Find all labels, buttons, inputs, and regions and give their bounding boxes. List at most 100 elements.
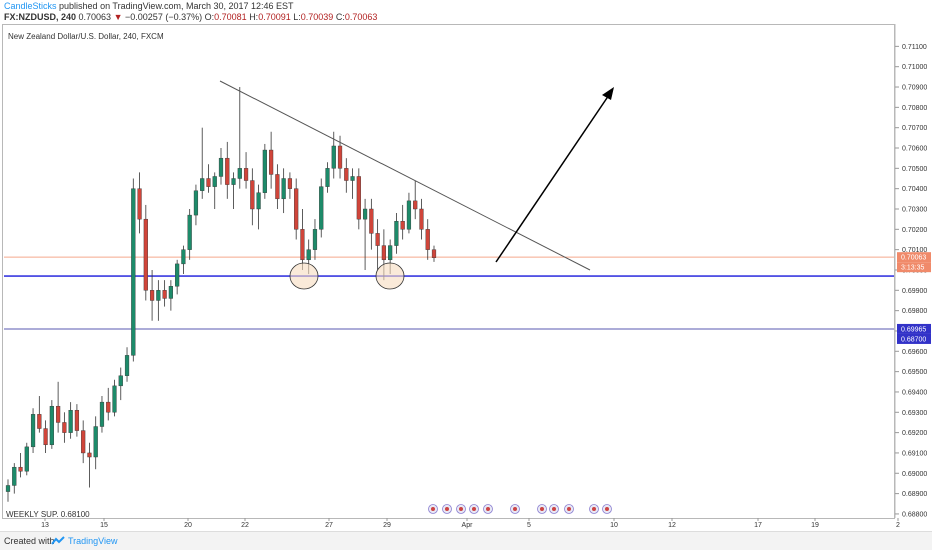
candle-body <box>137 188 142 220</box>
candle-body <box>156 290 161 301</box>
candle-body <box>56 405 61 423</box>
price-tag-label: 3:13:35 <box>901 265 924 272</box>
candle-body <box>350 176 355 181</box>
candle-body <box>237 168 242 179</box>
y-tick-label: 0.69300 <box>902 410 927 417</box>
candle-body <box>294 188 299 230</box>
y-tick-label: 0.70600 <box>902 146 927 153</box>
created-with-text: Created with <box>4 536 55 546</box>
candle-body <box>287 178 293 189</box>
symbol-label: FX:NZDUSD, 240 <box>4 12 77 22</box>
x-tick-label: 15 <box>100 522 108 529</box>
x-tick-label: 19 <box>811 522 819 529</box>
candle-body <box>425 229 430 250</box>
low-value: 0.70039 <box>300 12 334 22</box>
candle-body <box>30 414 36 448</box>
y-tick-label: 0.70400 <box>902 186 927 193</box>
event-flag-icon <box>431 507 435 511</box>
y-tick-label: 0.70800 <box>902 105 927 112</box>
last-price: 0.70063 <box>78 12 112 22</box>
event-flag-icon <box>605 507 609 511</box>
change-arrow-icon: ▼ <box>113 12 123 22</box>
candle-body <box>93 426 98 458</box>
candle-body <box>406 200 412 230</box>
candle-body <box>325 168 330 187</box>
x-tick-label: 20 <box>184 522 192 529</box>
candle-body <box>106 401 111 413</box>
support-touch-circle <box>289 262 319 290</box>
candle-body <box>124 355 130 376</box>
candle-body <box>162 290 167 299</box>
candle-body <box>419 208 424 230</box>
breakout-arrow-line <box>495 91 612 263</box>
candle-body <box>431 249 437 258</box>
candle-body <box>74 410 80 431</box>
candle-body <box>200 178 205 191</box>
candle-body <box>206 178 211 187</box>
x-tick-label: 5 <box>527 522 531 529</box>
open-value: 0.70081 <box>214 12 247 22</box>
candle-body <box>331 145 336 169</box>
x-tick-label: 17 <box>754 522 762 529</box>
x-tick-label: 2 <box>896 522 900 529</box>
candlestick-chart[interactable]: 0.71100 0.71000 0.70900 0.70800 0.70700 0.706… <box>0 0 932 531</box>
y-tick-label: 0.71000 <box>902 64 927 71</box>
candle-body <box>187 214 192 250</box>
support-touch-circle <box>375 262 405 290</box>
open-label: O: <box>204 12 215 22</box>
y-tick-label: 0.69000 <box>902 471 927 478</box>
chart-title: New Zealand Dollar/U.S. Dollar, 240, FXC… <box>8 32 164 41</box>
candle-body <box>319 186 324 230</box>
candle-body <box>394 220 399 246</box>
candle-body <box>312 229 318 250</box>
x-tick-label: 13 <box>41 522 49 529</box>
candle-body <box>413 200 418 210</box>
weekly-support-label: WEEKLY SUP. 0.68100 <box>6 510 90 519</box>
candle-body <box>256 192 261 210</box>
price-tag-label: 0.69965 <box>901 326 926 333</box>
y-tick-label: 0.69500 <box>902 369 927 376</box>
candle-body <box>362 208 368 220</box>
price-tag-label: 0.68700 <box>901 336 926 343</box>
tradingview-link[interactable]: TradingView <box>68 536 118 546</box>
y-tick-label: 0.70200 <box>902 227 927 234</box>
author-link[interactable]: CandleSticks <box>4 1 57 11</box>
price-change: −0.00257 (−0.37%) <box>125 12 203 22</box>
x-tick-label: 10 <box>610 522 618 529</box>
publish-line: CandleSticks published on TradingView.co… <box>4 1 294 11</box>
candle-body <box>81 430 86 454</box>
candle-body <box>400 220 405 230</box>
candle-body <box>24 446 29 472</box>
candle-body <box>181 249 186 265</box>
chart-header: CandleSticks published on TradingView.co… <box>0 0 932 22</box>
close-value: 0.70063 <box>344 12 378 22</box>
y-tick-label: 0.69100 <box>902 450 927 457</box>
candle-body <box>337 145 343 169</box>
close-label: C: <box>335 12 345 22</box>
y-tick-label: 0.70300 <box>902 206 927 213</box>
candle-body <box>193 190 199 216</box>
candle-body <box>99 401 105 427</box>
candle-body <box>149 290 155 301</box>
candle-body <box>356 176 361 220</box>
published-text: published on TradingView.com, March 30, … <box>56 1 294 11</box>
candle-body <box>12 466 17 486</box>
tradingview-logo-icon <box>51 536 65 545</box>
candle-body <box>281 178 286 200</box>
candle-body <box>218 157 224 177</box>
candle-body <box>306 249 311 261</box>
x-tick-label: 27 <box>325 522 333 529</box>
event-flag-icon <box>552 507 556 511</box>
candle-body <box>131 188 136 356</box>
candle-body <box>168 286 173 299</box>
y-tick-label: 0.68800 <box>902 511 927 518</box>
x-tick-label: Apr <box>462 522 474 529</box>
event-flag-icon <box>445 507 449 511</box>
candle-body <box>62 422 67 433</box>
event-flag-icon <box>567 507 571 511</box>
event-flag-icon <box>540 507 544 511</box>
y-tick-label: 0.69200 <box>902 430 927 437</box>
candle-body <box>275 174 280 200</box>
y-tick-label: 0.69800 <box>902 308 927 315</box>
low-label: L: <box>293 12 301 22</box>
